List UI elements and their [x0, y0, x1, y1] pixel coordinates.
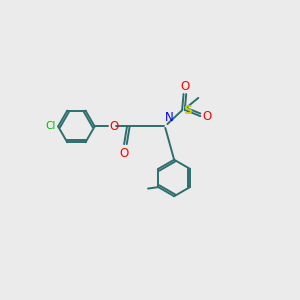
Text: N: N — [164, 111, 173, 124]
Text: S: S — [183, 104, 192, 117]
Text: O: O — [202, 110, 212, 123]
Text: O: O — [119, 147, 129, 160]
Text: Cl: Cl — [45, 122, 56, 131]
Text: O: O — [180, 80, 189, 93]
Text: O: O — [109, 120, 118, 133]
